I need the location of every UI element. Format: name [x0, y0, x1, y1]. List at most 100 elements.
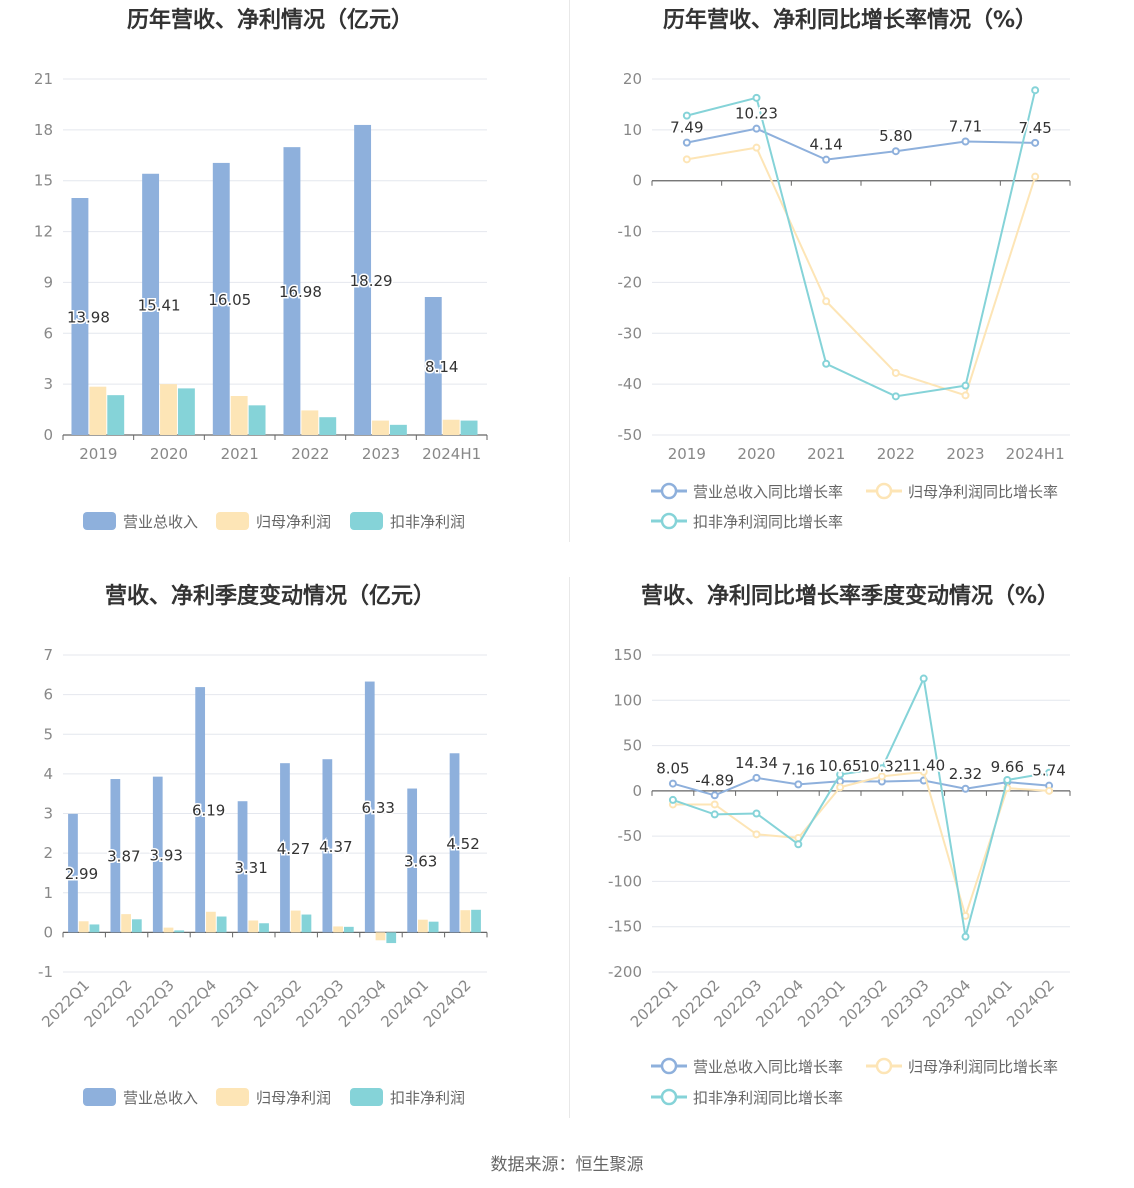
- data-point: [1003, 775, 1012, 784]
- legend-swatch: [350, 512, 383, 530]
- bar: [216, 916, 227, 933]
- bar: [195, 687, 206, 933]
- line-data-label: 10.32: [860, 758, 903, 776]
- bar-data-label: 4.52: [446, 835, 479, 853]
- bar: [174, 930, 185, 933]
- data-point: [877, 764, 886, 773]
- bar: [442, 419, 460, 435]
- line-data-label: 5.80: [879, 127, 912, 145]
- bar-data-label: 8.14: [425, 358, 458, 376]
- bar: [407, 788, 418, 933]
- bar: [230, 396, 248, 435]
- bar: [71, 198, 89, 435]
- y-tick-label: 5: [43, 725, 53, 743]
- bar: [259, 923, 269, 933]
- line-data-label: 5.74: [1032, 762, 1065, 780]
- data-point: [752, 773, 761, 782]
- legend-label: 营业总收入同比增长率: [693, 1058, 843, 1076]
- legend-label: 营业总收入: [123, 513, 198, 531]
- panel-divider-bottom: [569, 577, 570, 1118]
- bar: [460, 910, 471, 933]
- bar: [333, 926, 343, 933]
- chart-svg: 历年营收、净利同比增长率情况（%）-50-40-30-20-1001020201…: [618, 7, 1071, 531]
- legend-label: 营业总收入: [123, 1089, 198, 1107]
- y-tick-label: -100: [608, 872, 642, 890]
- bar: [280, 763, 290, 933]
- data-point: [710, 810, 719, 819]
- y-tick-label: -150: [608, 918, 642, 936]
- series-line: [686, 127, 1036, 161]
- y-tick-label: 10: [623, 121, 642, 139]
- y-tick-label: -20: [618, 273, 643, 291]
- y-tick-label: 4: [43, 765, 53, 783]
- bar-data-label: 3.31: [234, 859, 267, 877]
- bar: [177, 388, 195, 435]
- line-data-label: 7.49: [670, 119, 703, 137]
- y-tick-label: 3: [43, 375, 53, 393]
- legend-marker: [660, 1088, 678, 1106]
- x-tick-label: 2021: [807, 445, 845, 463]
- data-point: [822, 155, 831, 164]
- y-tick-label: -1: [38, 963, 53, 981]
- data-point: [836, 783, 845, 792]
- bar: [152, 776, 163, 933]
- legend-swatch: [83, 1088, 116, 1106]
- legend-label: 归母净利润同比增长率: [908, 483, 1058, 501]
- y-tick-label: 9: [43, 273, 53, 291]
- y-tick-label: 6: [43, 324, 53, 342]
- data-point: [1045, 768, 1054, 777]
- bar: [301, 914, 312, 933]
- series-line: [672, 770, 1050, 920]
- bar: [68, 813, 78, 933]
- bar-data-label: 2.99: [65, 865, 98, 883]
- bar-data-label: 16.98: [279, 283, 322, 301]
- x-tick-label: 2019: [79, 445, 117, 463]
- data-source-note: 数据来源：恒生聚源: [490, 1155, 644, 1175]
- legend-swatch: [350, 1088, 383, 1106]
- x-tick-label: 2023: [946, 445, 984, 463]
- legend-label: 扣非净利润同比增长率: [693, 1089, 843, 1107]
- series-line: [672, 675, 1050, 937]
- data-point: [1031, 86, 1040, 95]
- data-point: [710, 800, 719, 809]
- bar: [372, 420, 389, 435]
- legend-marker: [660, 1057, 678, 1075]
- chart-title: 营收、净利同比增长率季度变动情况（%）: [641, 583, 1059, 609]
- annual-revenue-profit-chart: 历年营收、净利情况（亿元） 0 3 6 9 12 15 18 21 2019 2020 2021 202…: [0, 0, 567, 560]
- y-tick-label: -10: [618, 223, 643, 241]
- annual-growth-rate-chart: 历年营收、净利同比增长率情况（%） -50 -40 -30 -20 -10 0 10 20 201…: [567, 0, 1134, 560]
- bar: [160, 384, 177, 435]
- legend-label: 扣非净利润: [390, 513, 465, 531]
- bar: [428, 921, 439, 933]
- y-tick-label: -50: [618, 426, 643, 444]
- legend-label: 归母净利润: [256, 1089, 331, 1107]
- bar: [89, 386, 107, 435]
- data-point: [794, 780, 803, 789]
- line-data-label: 7.45: [1018, 119, 1051, 137]
- data-point: [891, 147, 900, 156]
- bar: [290, 910, 301, 933]
- bar: [424, 297, 442, 435]
- legend-label: 营业总收入同比增长率: [693, 483, 843, 501]
- legend-marker: [660, 482, 678, 500]
- bar: [237, 801, 248, 933]
- legend-label: 扣非净利润同比增长率: [693, 513, 843, 531]
- legend-marker: [660, 512, 678, 530]
- bar-data-label: 13.98: [67, 309, 110, 327]
- data-point: [682, 155, 691, 164]
- line-data-label: 2.32: [949, 765, 982, 783]
- y-tick-label: 21: [34, 70, 53, 88]
- legend-swatch: [216, 512, 249, 530]
- line-data-label: 10.65: [819, 757, 862, 775]
- data-point: [822, 297, 831, 306]
- bar: [163, 927, 174, 933]
- y-tick-label: 0: [632, 172, 642, 190]
- bar: [206, 911, 216, 933]
- chart-svg: 营收、净利同比增长率季度变动情况（%） -200 -150 -100 -50 0 50 100…: [608, 583, 1071, 1107]
- line-data-label: 11.40: [902, 757, 945, 775]
- y-tick-label: 3: [43, 805, 53, 823]
- x-tick-label: 2023: [362, 445, 400, 463]
- line-data-label: 10.23: [735, 105, 778, 123]
- chart-title: 历年营收、净利情况（亿元）: [127, 7, 413, 33]
- y-tick-label: 150: [613, 646, 642, 664]
